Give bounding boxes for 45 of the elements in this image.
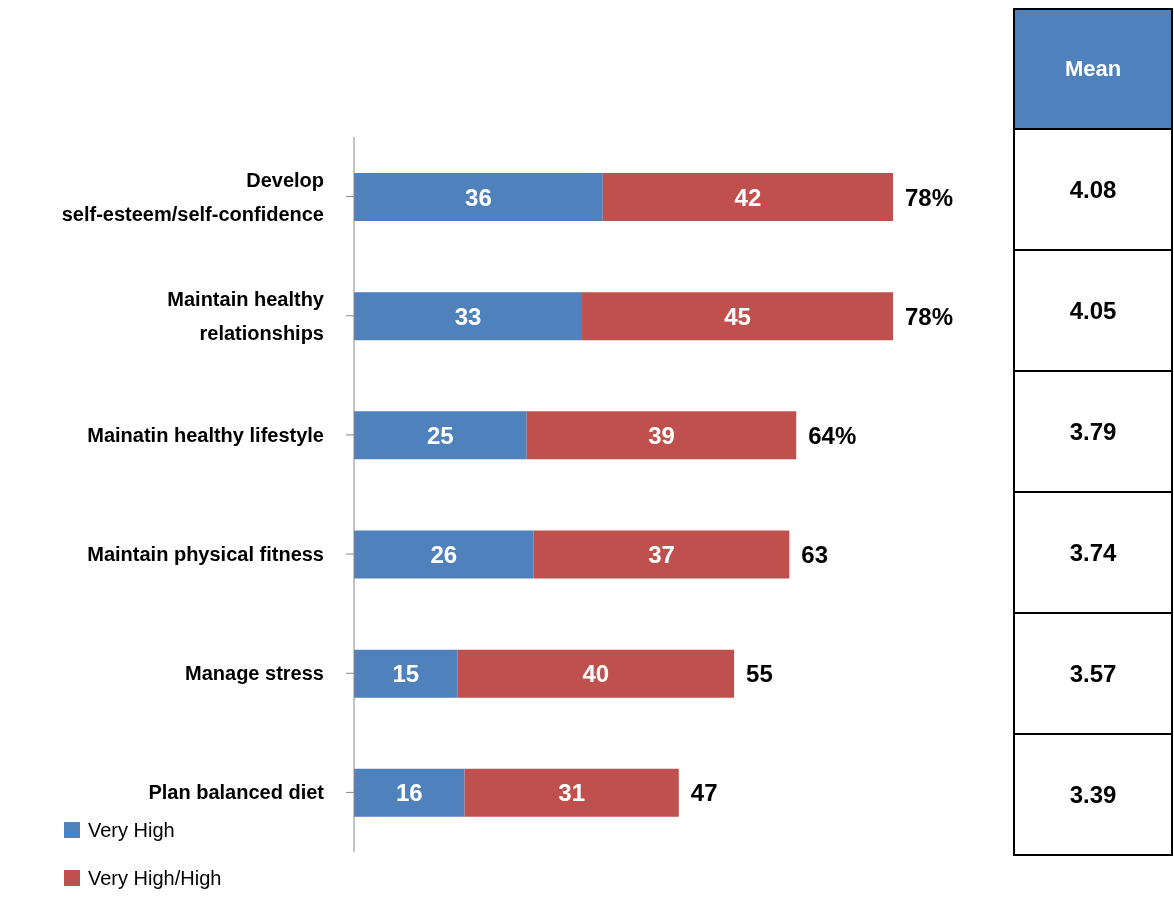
text: 4.08	[1015, 128, 1171, 249]
data-label: 26	[430, 541, 458, 569]
bar	[464, 768, 679, 817]
y-tick-label: Plan balanced diet	[148, 781, 325, 804]
data-label: 39	[648, 421, 675, 449]
data-label: 31	[558, 779, 586, 807]
data-label: 36	[465, 183, 492, 211]
total-label: 63	[801, 541, 829, 568]
total-label: 55	[746, 660, 773, 688]
bar	[354, 530, 534, 579]
bar	[354, 768, 465, 817]
text: 3.57	[1015, 612, 1171, 733]
data-label: 45	[724, 302, 751, 330]
total-label: 78%	[905, 183, 954, 211]
data-label: 42	[734, 183, 762, 211]
y-tick-label: Develop self-esteem/self-confidence	[61, 168, 324, 225]
text: Mean	[1015, 10, 1171, 128]
bar	[602, 173, 893, 221]
legend-label: Very High	[88, 818, 175, 842]
y-tick-label: Maintain healthy relationships	[167, 287, 325, 344]
total-label: 47	[690, 779, 718, 807]
data-label: 33	[454, 302, 482, 330]
bar	[354, 411, 527, 460]
bar	[526, 411, 797, 460]
text: 3.39	[1015, 733, 1171, 854]
total-label: 78%	[905, 302, 954, 330]
y-tick-label: Manage stress	[185, 662, 324, 685]
bar	[533, 530, 790, 579]
text: 4.05	[1015, 249, 1171, 370]
bar	[457, 649, 735, 698]
data-label: 25	[427, 421, 454, 449]
data-label: 16	[395, 779, 423, 807]
text: 3.74	[1015, 491, 1171, 612]
total-label: 64%	[808, 421, 857, 449]
data-label: 15	[392, 660, 420, 688]
y-tick-label: Maintain physical fitness	[87, 543, 324, 566]
bar	[354, 173, 603, 221]
legend-label: Very High/High	[88, 866, 222, 890]
bar	[354, 649, 458, 698]
bar	[582, 292, 893, 341]
data-label: 37	[648, 541, 675, 569]
data-label: 40	[582, 660, 610, 688]
bar	[354, 292, 583, 341]
y-tick-label: Mainatin healthy lifestyle	[87, 423, 324, 446]
text: 3.79	[1015, 370, 1171, 491]
